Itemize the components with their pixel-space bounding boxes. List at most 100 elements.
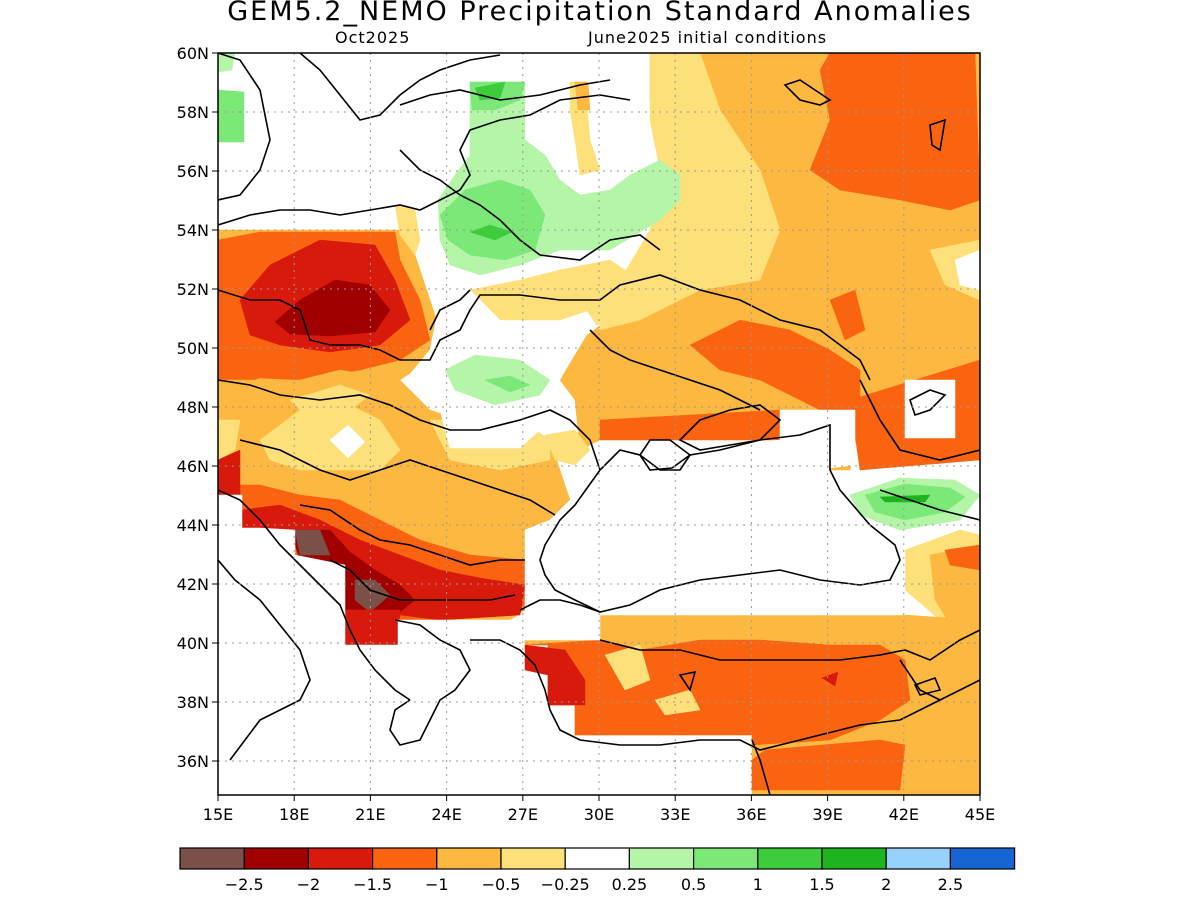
lon-tick-label: 30E bbox=[584, 805, 614, 824]
country-border bbox=[399, 149, 661, 261]
colorbar-label: −2.5 bbox=[225, 875, 264, 894]
country-border bbox=[899, 659, 941, 701]
lat-tick-label: 44N bbox=[177, 516, 209, 535]
colorbar-label: −0.5 bbox=[482, 875, 521, 894]
lon-axis: 15E 18E 21E 24E 27E 30E 33E 36E 39E 42E 45E bbox=[203, 795, 995, 824]
colorbar-swatch bbox=[179, 847, 245, 870]
lon-tick-label: 36E bbox=[736, 805, 766, 824]
country-border bbox=[329, 559, 516, 601]
colorbar-swatch bbox=[372, 847, 438, 870]
colorbar-label: 0.5 bbox=[681, 875, 706, 894]
colorbar-swatch bbox=[436, 847, 502, 870]
coastlines-and-borders bbox=[218, 53, 980, 795]
lake-outline bbox=[913, 676, 942, 696]
anomaly-region bbox=[524, 439, 906, 641]
colorbar-label: 1.5 bbox=[809, 875, 834, 894]
lat-tick-label: 38N bbox=[177, 693, 209, 712]
lat-tick-label: 50N bbox=[177, 339, 209, 358]
country-border bbox=[218, 379, 601, 471]
colorbar-label: −1.5 bbox=[353, 875, 392, 894]
anomaly-region bbox=[954, 249, 980, 291]
colorbar-swatch bbox=[628, 847, 695, 870]
valid-month: Oct2025 bbox=[335, 28, 411, 47]
lon-tick-label: 42E bbox=[889, 805, 919, 824]
anomaly-region bbox=[354, 579, 391, 613]
anomaly-region bbox=[647, 189, 666, 211]
lat-tick-label: 54N bbox=[177, 221, 209, 240]
country-border bbox=[218, 274, 871, 381]
colorbar-label: −0.25 bbox=[541, 875, 590, 894]
lat-tick-label: 60N bbox=[177, 44, 209, 63]
anomaly-region bbox=[654, 689, 701, 716]
colorbar-swatch bbox=[692, 847, 759, 870]
anomaly-region bbox=[218, 89, 245, 143]
anomaly-region bbox=[829, 289, 866, 341]
colorbar-swatch bbox=[307, 847, 374, 870]
lat-tick-label: 42N bbox=[177, 575, 209, 594]
scandinavia-coast bbox=[218, 53, 271, 201]
colorbar-label: −2 bbox=[297, 875, 321, 894]
anomaly-region bbox=[944, 544, 980, 571]
colorbar-label: 0.25 bbox=[612, 875, 648, 894]
lon-tick-label: 15E bbox=[203, 805, 233, 824]
marmara-coast bbox=[519, 599, 601, 613]
anomaly-region bbox=[821, 671, 839, 687]
lon-tick-label: 45E bbox=[965, 805, 995, 824]
lat-tick-label: 58N bbox=[177, 103, 209, 122]
lon-tick-label: 39E bbox=[812, 805, 842, 824]
anomaly-region bbox=[574, 81, 591, 111]
anomaly-region bbox=[439, 179, 546, 261]
country-border bbox=[299, 504, 525, 566]
anomaly-region bbox=[344, 609, 401, 646]
adriatic-coast bbox=[218, 489, 411, 701]
country-border bbox=[859, 379, 980, 461]
lat-tick-label: 48N bbox=[177, 398, 209, 417]
crimea-coast bbox=[638, 439, 692, 471]
graticule bbox=[218, 53, 980, 795]
colorbar: −2.5 −2 −1.5 −1 −0.5 −0.25 0.25 0.5 1 1.5 2 2.5 bbox=[179, 847, 1016, 894]
finland-coast bbox=[399, 79, 611, 106]
anomaly-region bbox=[469, 259, 641, 321]
colorbar-label: 2 bbox=[881, 875, 891, 894]
colorbar-swatch bbox=[500, 847, 566, 870]
anomaly-region bbox=[484, 375, 531, 393]
lon-tick-label: 18E bbox=[279, 805, 309, 824]
country-border bbox=[751, 739, 771, 795]
lake-outline bbox=[783, 79, 832, 106]
azov-sea-coast bbox=[678, 404, 782, 451]
lat-tick-label: 36N bbox=[177, 752, 209, 771]
initial-conditions: June2025 initial conditions bbox=[588, 28, 828, 47]
colorbar-swatch bbox=[885, 847, 952, 870]
greece-coast bbox=[389, 619, 471, 746]
colorbar-label: −1 bbox=[425, 875, 449, 894]
colorbar-swatch bbox=[243, 847, 309, 870]
country-border bbox=[429, 289, 471, 331]
anomaly-region bbox=[294, 529, 331, 556]
colorbar-label: 1 bbox=[753, 875, 763, 894]
anomaly-region bbox=[604, 644, 651, 691]
colorbar-swatch bbox=[564, 847, 631, 870]
lake-outline bbox=[909, 389, 947, 417]
country-border bbox=[599, 629, 980, 661]
lon-tick-label: 24E bbox=[431, 805, 461, 824]
anomaly-region bbox=[289, 384, 371, 411]
country-border bbox=[239, 439, 556, 516]
lat-tick-label: 52N bbox=[177, 280, 209, 299]
anomaly-region bbox=[524, 644, 586, 706]
lake-outline bbox=[929, 118, 947, 152]
lat-tick-label: 56N bbox=[177, 162, 209, 181]
anomaly-region bbox=[218, 419, 241, 461]
italy-coast bbox=[218, 559, 311, 761]
anomaly-region bbox=[544, 429, 591, 466]
colorbar-swatch bbox=[949, 847, 1016, 870]
map-title: GEM5.2_NEMO Precipitation Standard Anoma… bbox=[227, 0, 973, 27]
country-border bbox=[879, 489, 980, 521]
colorbar-label: 2.5 bbox=[938, 875, 963, 894]
lake-outline bbox=[678, 670, 697, 692]
anomaly-region bbox=[751, 739, 906, 791]
aegean-coast bbox=[470, 639, 980, 751]
lon-tick-label: 33E bbox=[660, 805, 690, 824]
lat-tick-label: 46N bbox=[177, 457, 209, 476]
anomaly-region bbox=[329, 424, 366, 459]
